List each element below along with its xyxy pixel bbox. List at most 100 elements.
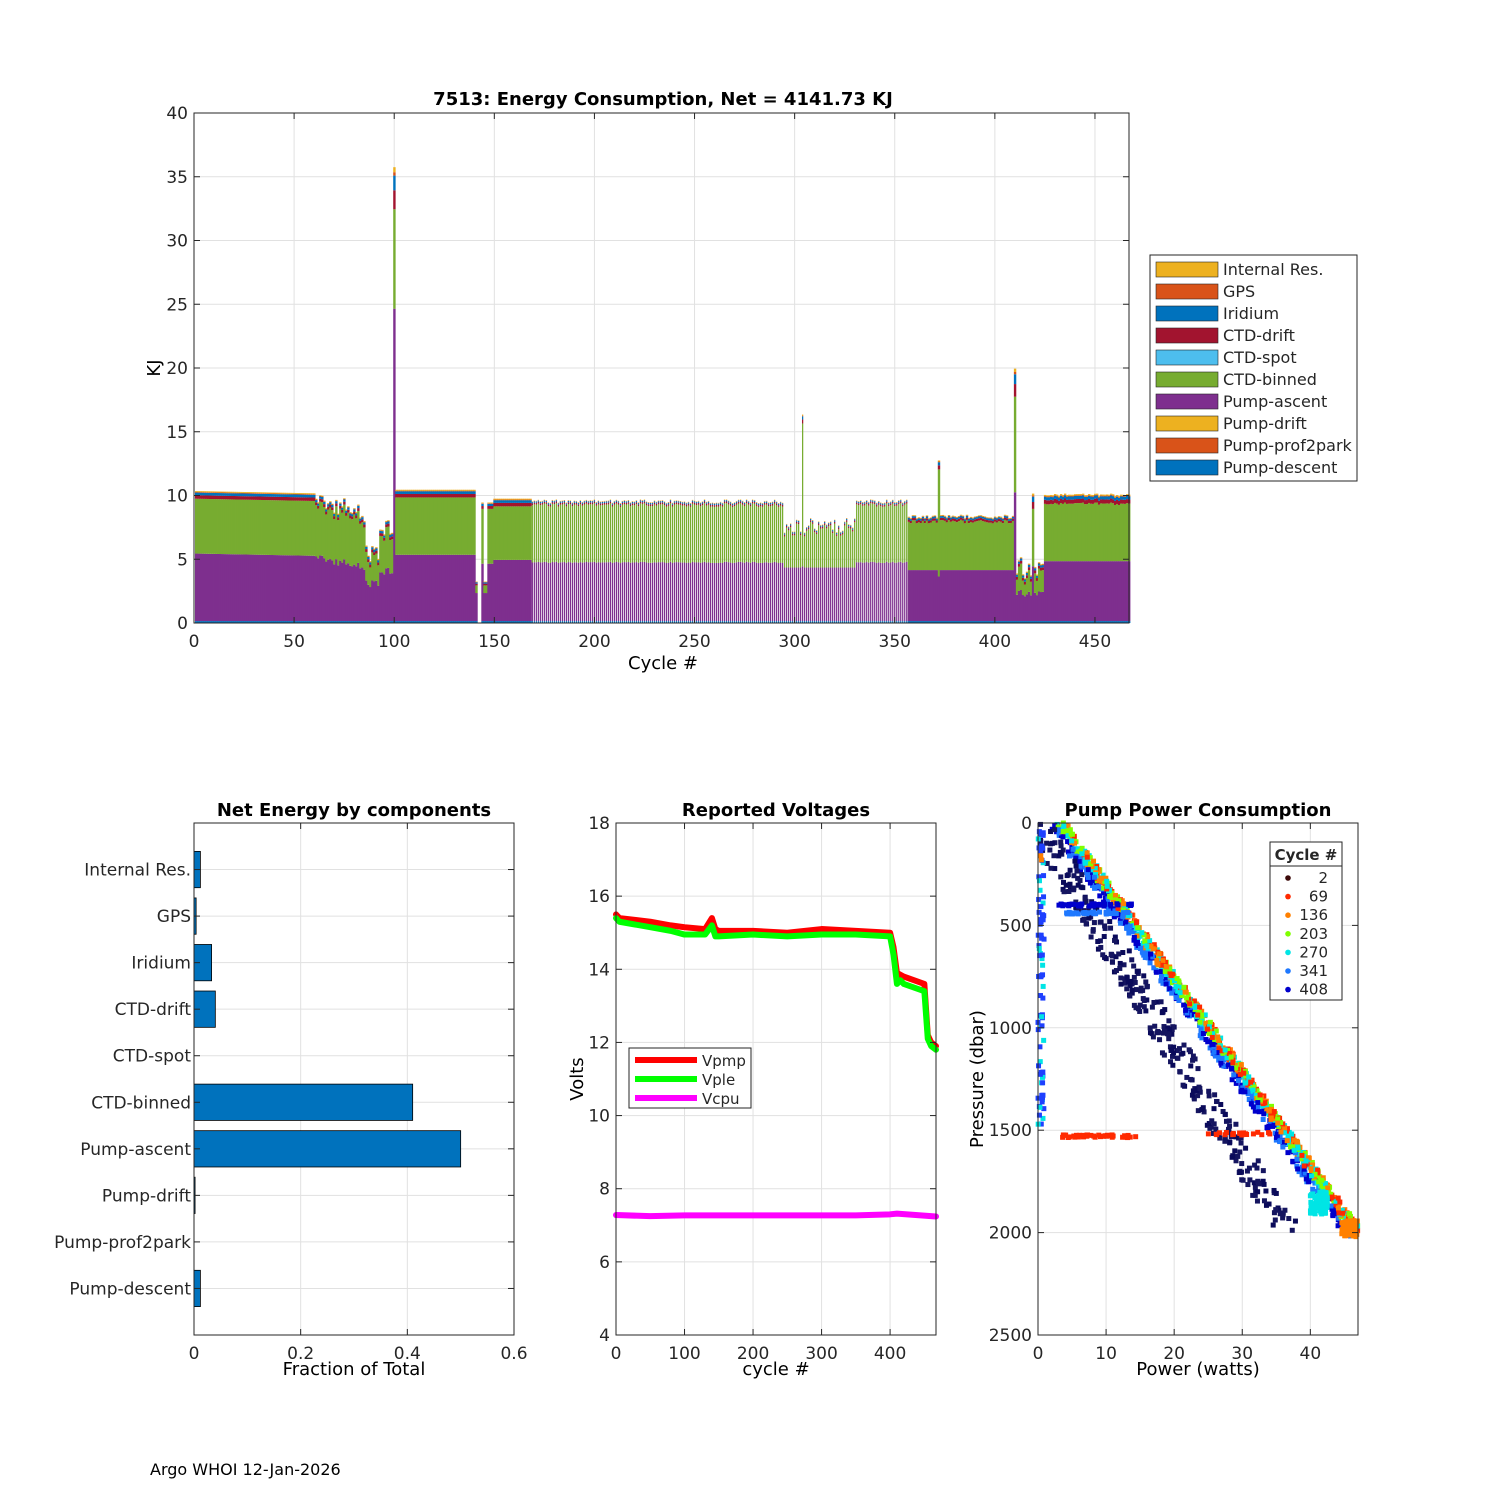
energy-bar-pump-descent bbox=[683, 621, 686, 623]
energy-bar-ctd-drift bbox=[757, 505, 760, 507]
energy-bar bbox=[213, 491, 216, 623]
energy-bar-ctd-drift bbox=[471, 493, 474, 498]
energy-bar-ctd-drift bbox=[943, 518, 947, 521]
energy-bar-internal-res- bbox=[253, 492, 256, 494]
energy-bar-gps bbox=[1023, 578, 1027, 580]
energy-bar-pump-ascent bbox=[497, 559, 500, 622]
energy-bar-internal-res- bbox=[917, 517, 921, 518]
pump-power-point bbox=[1301, 1166, 1307, 1172]
energy-bar-ctd-binned bbox=[647, 505, 650, 563]
energy-bar-pump-descent bbox=[205, 621, 208, 623]
energy-bar-gps bbox=[1055, 495, 1059, 497]
energy-bar-iridium bbox=[969, 517, 973, 520]
energy-bar-ctd-binned bbox=[347, 512, 350, 564]
energy-bar bbox=[349, 512, 352, 623]
energy-bar-iridium bbox=[469, 491, 472, 494]
energy-bar-pump-ascent bbox=[1039, 592, 1043, 622]
energy-bar-internal-res- bbox=[921, 515, 925, 517]
energy-bar-pump-ascent bbox=[521, 559, 524, 622]
energy-bar bbox=[495, 498, 498, 623]
energy-bar-pump-descent bbox=[812, 621, 814, 623]
energy-bar bbox=[623, 500, 626, 623]
energy-bar-pump-ascent bbox=[1083, 561, 1087, 622]
energy-bar-pump-ascent bbox=[627, 562, 630, 622]
energy-bar-pump-ascent bbox=[331, 560, 334, 622]
energy-bar-pump-ascent bbox=[493, 559, 496, 622]
energy-bar-iridium bbox=[1041, 565, 1045, 568]
pump-power-point bbox=[1268, 1106, 1274, 1112]
energy-bar-iridium bbox=[439, 491, 442, 494]
energy-bar-internal-res- bbox=[1019, 557, 1023, 559]
pump-power-point bbox=[1254, 1104, 1260, 1110]
energy-bar-pump-ascent bbox=[449, 554, 452, 622]
energy-bar-iridium bbox=[533, 501, 535, 503]
energy-bar bbox=[229, 491, 232, 623]
energy-bar-internal-res- bbox=[925, 515, 929, 517]
energy-bar-ctd-drift bbox=[601, 503, 604, 505]
pump-power-point bbox=[1216, 1046, 1222, 1052]
pump-power-point bbox=[1306, 1179, 1312, 1185]
energy-bar-iridium bbox=[880, 503, 882, 505]
energy-bar-ctd-drift bbox=[1001, 520, 1005, 524]
energy-bar-ctd-binned bbox=[945, 522, 949, 571]
energy-bar-iridium bbox=[353, 509, 356, 512]
energy-bar bbox=[275, 492, 278, 623]
energy-bar-iridium bbox=[253, 493, 256, 497]
energy-bar-ctd-drift bbox=[787, 528, 790, 531]
energy-bar-ctd-binned bbox=[205, 498, 208, 554]
energy-bar-internal-res- bbox=[205, 491, 208, 493]
pump-power-point bbox=[1057, 828, 1063, 834]
energy-bar-ctd-binned bbox=[571, 506, 574, 563]
energy-bar bbox=[844, 521, 846, 623]
energy-bar-iridium bbox=[1019, 558, 1023, 561]
energy-bar-gps bbox=[499, 499, 502, 501]
energy-bar-internal-res- bbox=[907, 516, 911, 518]
energy-bar-ctd-drift bbox=[609, 501, 612, 504]
energy-bar-pump-descent bbox=[641, 621, 644, 623]
energy-bar-iridium bbox=[773, 500, 776, 502]
energy-bar-iridium bbox=[1061, 496, 1065, 500]
energy-bar bbox=[727, 500, 730, 623]
energy-bar bbox=[361, 515, 364, 623]
energy-bar-iridium bbox=[607, 501, 610, 503]
energy-bar-pump-ascent bbox=[349, 565, 352, 622]
energy-bar-iridium bbox=[683, 502, 686, 504]
energy-bar-iridium bbox=[1007, 519, 1011, 521]
energy-bar-ctd-drift bbox=[205, 495, 208, 499]
energy-bar-pump-descent bbox=[705, 621, 708, 623]
energy-bar-iridium bbox=[371, 547, 374, 550]
energy-bar-ctd-drift bbox=[1077, 499, 1081, 504]
energy-bar-ctd-binned bbox=[287, 500, 290, 556]
energy-bar-pump-descent bbox=[237, 621, 240, 623]
energy-bar-ctd-drift bbox=[537, 501, 539, 504]
energy-bar-pump-ascent bbox=[1113, 561, 1117, 622]
energy-bar-pump-ascent bbox=[765, 562, 768, 622]
energy-bar-ctd-drift bbox=[301, 497, 304, 501]
voltages-legend-label: Vpmp bbox=[702, 1052, 746, 1070]
energy-bar bbox=[395, 489, 398, 623]
energy-bar bbox=[798, 520, 800, 623]
energy-bar-gps bbox=[409, 490, 412, 492]
energy-bar-ctd-drift bbox=[880, 504, 882, 507]
energy-bar bbox=[537, 499, 539, 623]
energy-bar bbox=[411, 489, 414, 623]
energy-bar-pump-descent bbox=[848, 621, 850, 623]
energy-bar-pump-ascent bbox=[461, 554, 464, 622]
energy-bar-pump-ascent bbox=[203, 553, 206, 622]
energy-bar-iridium bbox=[561, 501, 563, 503]
energy-bar-ctd-binned bbox=[475, 585, 478, 594]
energy-bar bbox=[787, 526, 790, 623]
energy-bar-ctd-binned bbox=[850, 528, 852, 568]
energy-bar-pump-descent bbox=[906, 621, 908, 623]
pump-power-point bbox=[1052, 822, 1058, 828]
energy-bar-iridium bbox=[415, 491, 418, 494]
energy-bar-ctd-binned bbox=[693, 504, 696, 563]
energy-bar-pump-descent bbox=[611, 621, 614, 623]
energy-bar-ctd-binned bbox=[609, 503, 612, 562]
energy-bar-ctd-drift bbox=[483, 583, 486, 586]
energy-bar-pump-ascent bbox=[533, 562, 535, 622]
energy-bar-ctd-binned bbox=[309, 500, 312, 556]
pump-power-point bbox=[1296, 1169, 1302, 1175]
energy-bar-ctd-drift bbox=[221, 495, 224, 500]
energy-bar-gps bbox=[1049, 496, 1053, 497]
